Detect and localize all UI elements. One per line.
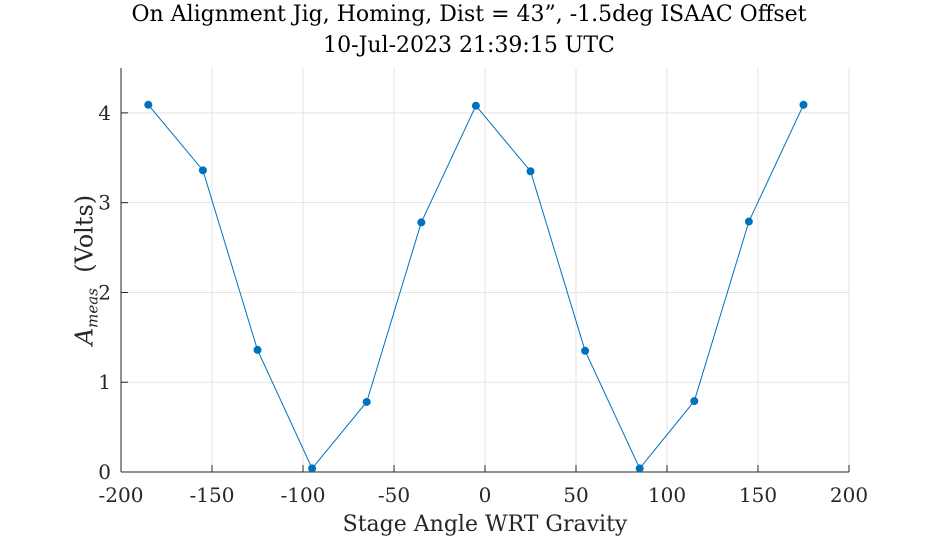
x-tick-label: -100 [281,483,326,507]
grid [120,68,850,473]
x-tick-label: 150 [739,483,777,507]
x-tick-label: 100 [648,483,686,507]
series [144,100,808,473]
axes [120,68,850,473]
y-axis-symbol: A [70,327,99,346]
y-tick-label: 2 [98,280,111,304]
x-tick-label: -50 [378,483,410,507]
data-point [635,464,644,473]
tick-labels: -200 -150 -100 -50 0 50 100 150 200 0 1 2 3 4 [98,101,868,507]
y-axis-label: Ameas (Volts) [71,195,102,345]
x-tick-label: -200 [99,483,144,507]
y-axis-units: (Volts) [70,194,99,273]
y-tick-label: 4 [98,101,111,125]
data-point [308,464,317,473]
chart-title: On Alignment Jig, Homing, Dist = 43”, -1… [131,2,807,27]
data-point [253,345,262,354]
data-point [581,346,590,355]
x-tick-label: 50 [563,483,588,507]
data-point [526,167,535,176]
data-point [799,100,808,109]
x-tick-label: -150 [190,483,235,507]
series-line [147,104,804,470]
data-point [744,217,753,226]
data-point [144,100,153,109]
x-axis-label: Stage Angle WRT Gravity [342,512,628,537]
x-tick-label: 200 [830,483,868,507]
y-tick-label: 3 [98,191,111,215]
y-tick-label: 0 [98,460,111,484]
chart-subtitle: 10-Jul-2023 21:39:15 UTC [323,33,615,58]
x-tick-label: 0 [479,483,492,507]
data-point [198,166,207,175]
data-point [362,397,371,406]
y-tick-label: 1 [98,370,111,394]
data-point [471,101,480,110]
y-axis-subscript: meas [83,288,102,328]
data-point [690,397,699,406]
data-point [417,218,426,227]
